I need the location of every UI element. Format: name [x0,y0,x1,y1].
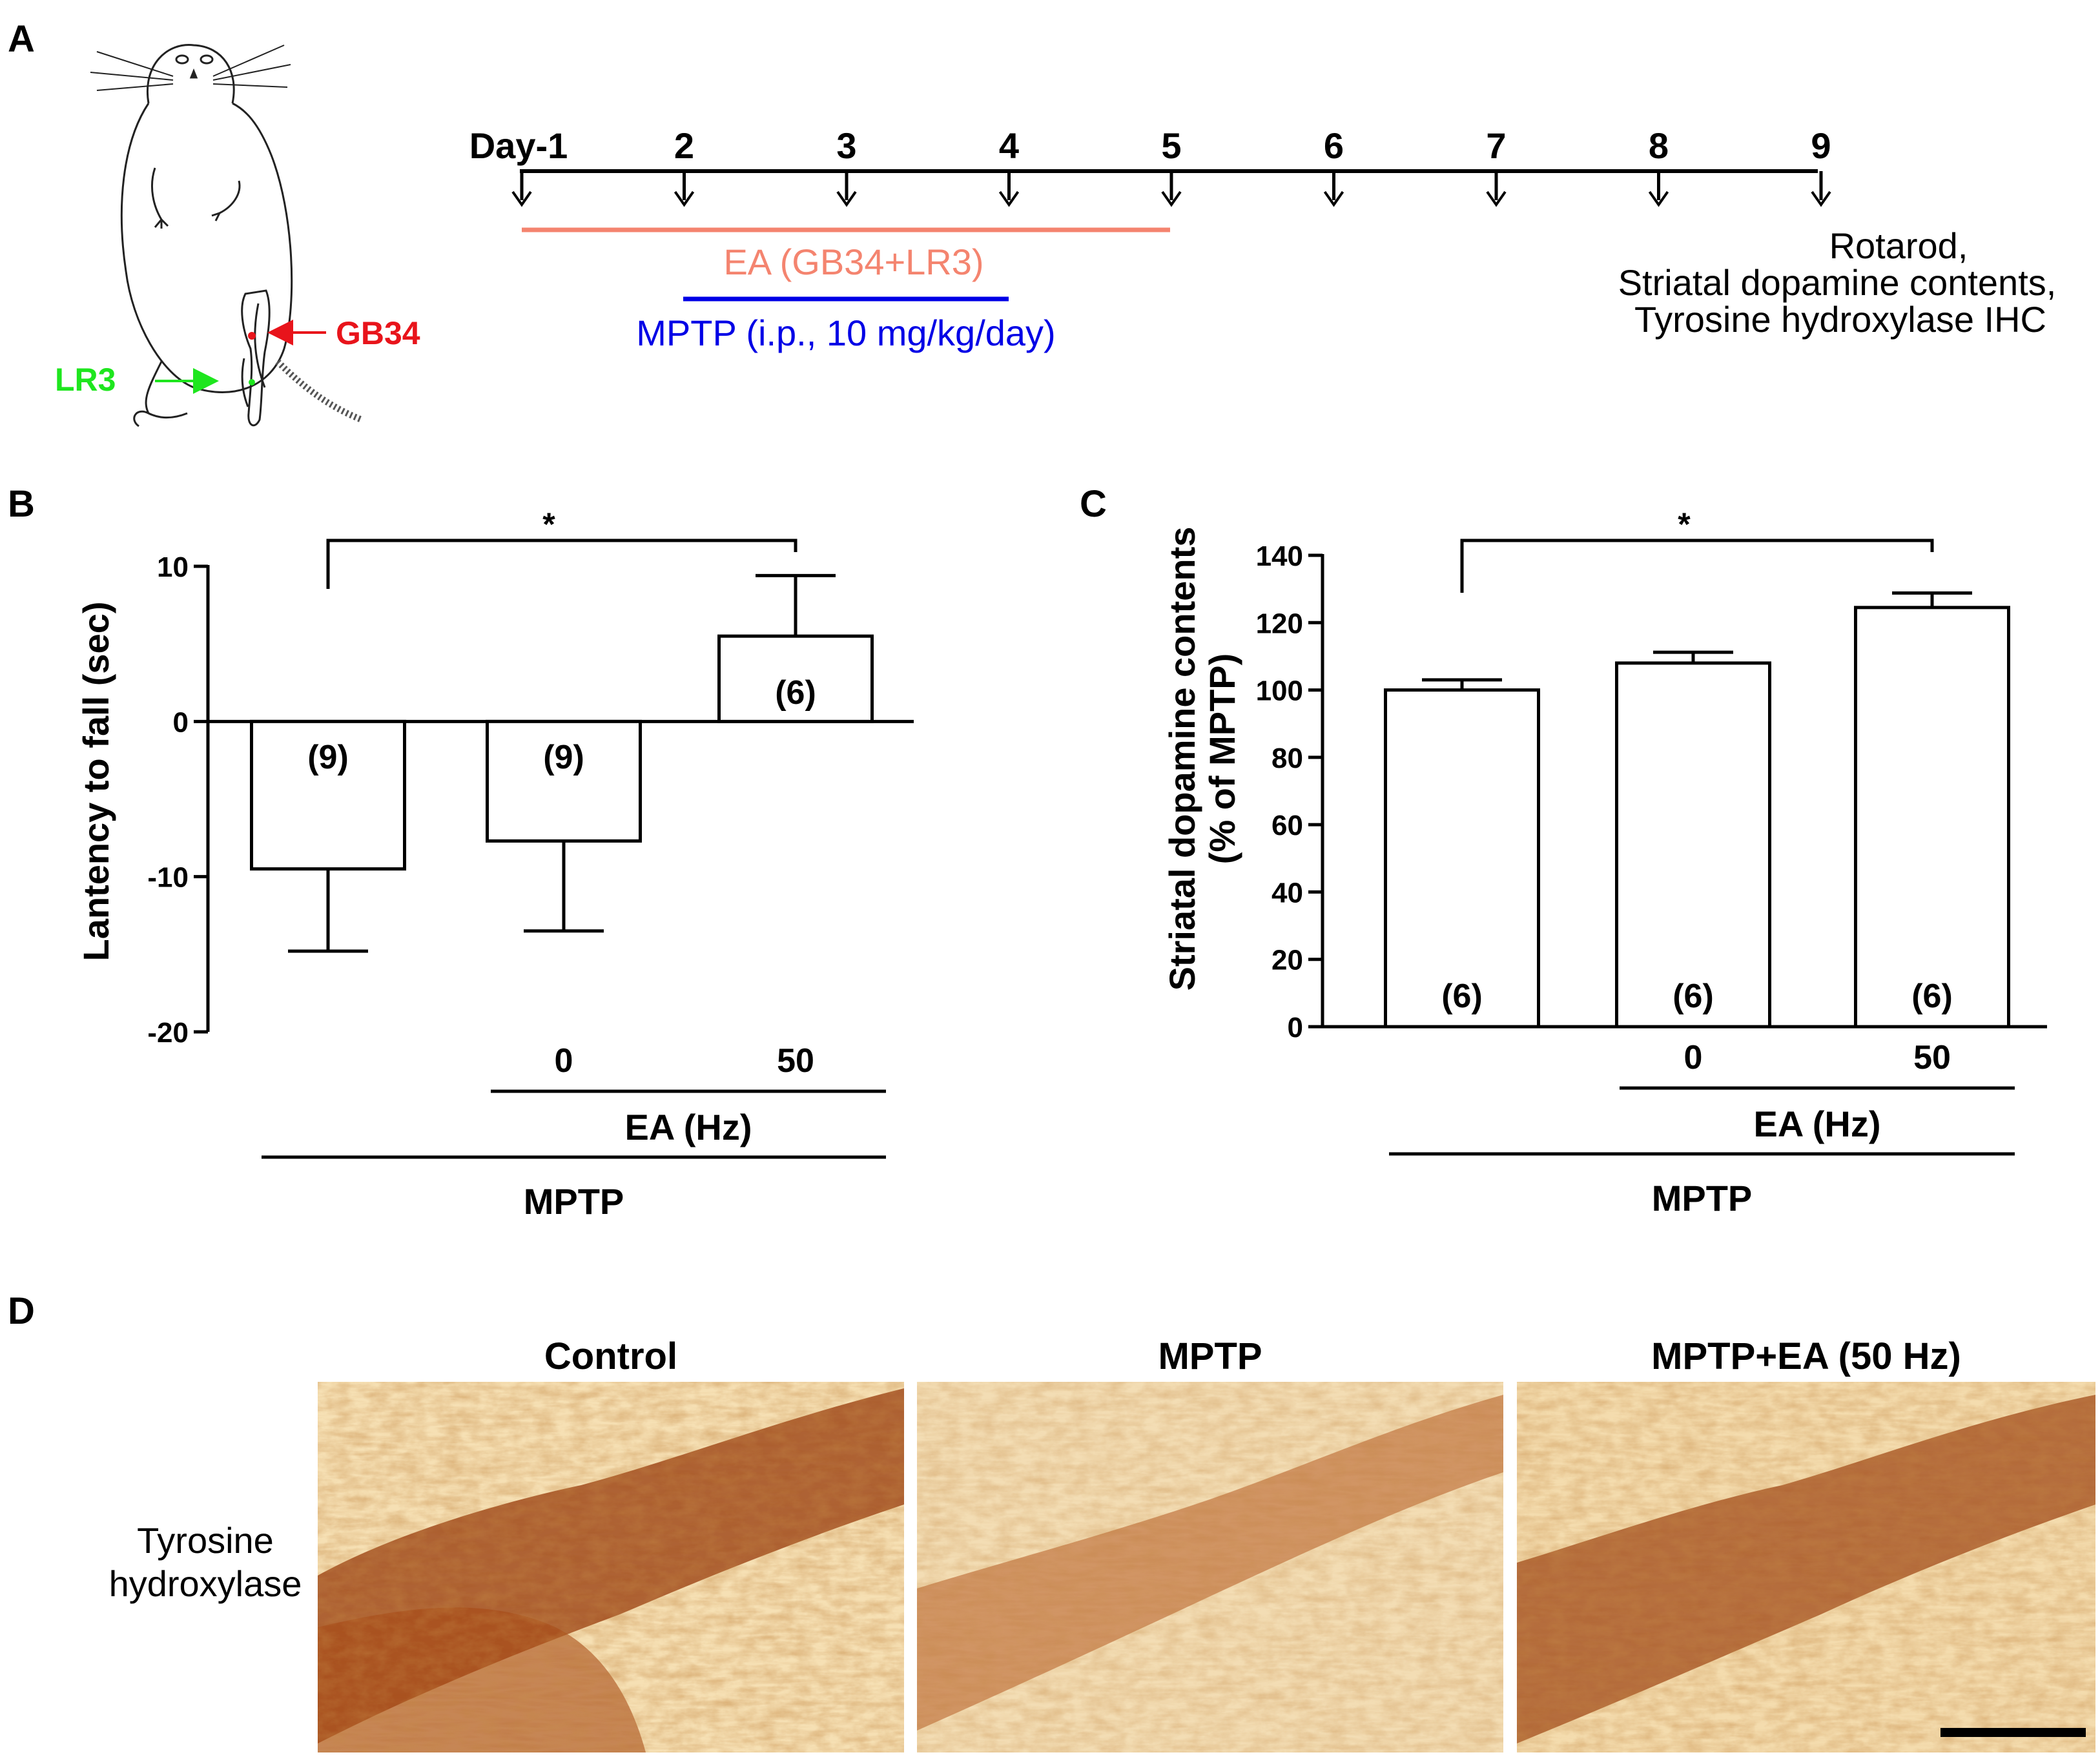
mptp-period-label: MPTP (i.p., 10 mg/kg/day) [636,313,1055,353]
ea-value-label: 0 [1684,1039,1703,1076]
chart-c-ylabel-line-2: (% of MPTP) [1202,653,1242,865]
timeline-day-label: 3 [836,125,856,166]
timeline: Day-1 2 3 4 5 6 7 8 9 EA (GB34+LR3) MPTP (i.p., … [469,125,2057,353]
bar [250,719,406,871]
bar [1854,606,2010,1029]
ea-value-label: 0 [555,1042,573,1080]
y-tick-label: 40 [1271,877,1303,909]
bar [717,634,874,723]
timeline-arrowhead [1648,190,1669,207]
n-label: (6) [1673,978,1714,1015]
ea-axis-label: EA (Hz) [1753,1104,1880,1144]
ea-value-label: 50 [1913,1039,1951,1076]
y-tick-label: -20 [147,1017,189,1049]
y-tick-label: 20 [1271,945,1303,976]
timeline-arrowhead [1323,190,1344,207]
panel-d-row-label-line-1: Tyrosine [137,1520,274,1561]
endpoint-line-3: Tyrosine hydroxylase IHC [1634,299,2046,340]
timeline-day-label: 4 [999,125,1019,166]
timeline-day-label: 8 [1649,125,1669,166]
chart-b-ylabel: Lantency to fall (sec) [76,601,116,961]
y-tick-label: -10 [147,862,189,894]
significance-bracket [326,539,798,589]
n-label: (6) [775,674,816,712]
timeline-arrowhead [511,190,532,207]
gb34-label: GB34 [336,315,420,351]
n-label: (9) [307,739,349,776]
lr3-label: LR3 [55,362,116,398]
timeline-arrowhead [1811,190,1831,207]
lr3-point [249,379,255,385]
timeline-day-label: Day-1 [469,125,568,166]
ea-axis-label: EA (Hz) [624,1107,752,1147]
timeline-day-label: 5 [1161,125,1181,166]
y-tick-label: 60 [1271,810,1303,841]
significance-star: * [1678,506,1691,542]
chart-c: 0 20 40 60 80 100 120 140 (6) (6) (6) * 0 50 EA (Hz)MP… [1256,506,2047,1218]
y-tick-label: 100 [1256,675,1303,707]
micrograph-title-control: Control [544,1335,677,1377]
timeline-arrowhead [1486,190,1507,207]
timeline-arrowhead [998,190,1020,207]
timeline-day-label: 9 [1811,125,1831,166]
ea-period-label: EA (GB34+LR3) [723,241,983,282]
micrograph-mptp [917,1382,1503,1752]
chart-c-ylabel-line-1: Striatal dopamine contents [1162,527,1202,991]
timeline-day-label: 6 [1324,125,1344,166]
gb34-point [248,332,256,340]
chart-b: -20 -10 0 10 (9) (9) (6) * 0 50 EA (Hz)MPTP [147,506,914,1222]
y-tick-label: 0 [173,706,189,738]
mptp-axis-label: MPTP [1652,1178,1753,1218]
panel-label-c: C [1080,483,1107,525]
significance-bracket [1460,539,1934,593]
micrograph-title-mptp-ea: MPTP+EA (50 Hz) [1651,1335,1961,1377]
ea-value-label: 50 [777,1042,814,1080]
mouse-illustration [90,44,363,427]
y-tick-label: 80 [1271,743,1303,774]
timeline-arrowhead [836,190,857,207]
panel-d-row-label-line-2: hydroxylase [109,1563,302,1604]
n-label: (9) [543,739,584,776]
y-tick-label: 0 [1288,1012,1303,1043]
n-label: (6) [1911,978,1953,1015]
panel-label-a: A [8,18,35,60]
timeline-day-label: 2 [674,125,694,166]
mptp-axis-label: MPTP [524,1181,624,1222]
y-tick-label: 120 [1256,608,1303,639]
timeline-arrowhead [674,190,695,207]
panel-label-b: B [8,483,35,525]
timeline-day-label: 7 [1486,125,1506,166]
endpoint-line-2: Striatal dopamine contents, [1618,262,2057,303]
panel-label-d: D [8,1290,35,1332]
micrograph-mptp-ea [1517,1382,2095,1752]
bar [1384,688,1540,1029]
micrograph-control [318,1382,904,1752]
n-label: (6) [1441,978,1483,1015]
endpoint-line-1: Rotarod, [1829,225,1968,266]
y-tick-label: 10 [157,551,189,583]
timeline-arrowhead [1161,190,1182,207]
y-tick-label: 140 [1256,540,1303,572]
bar [1615,661,1771,1029]
bar [486,719,642,843]
micrograph-title-mptp: MPTP [1158,1335,1262,1377]
significance-star: * [542,506,555,542]
